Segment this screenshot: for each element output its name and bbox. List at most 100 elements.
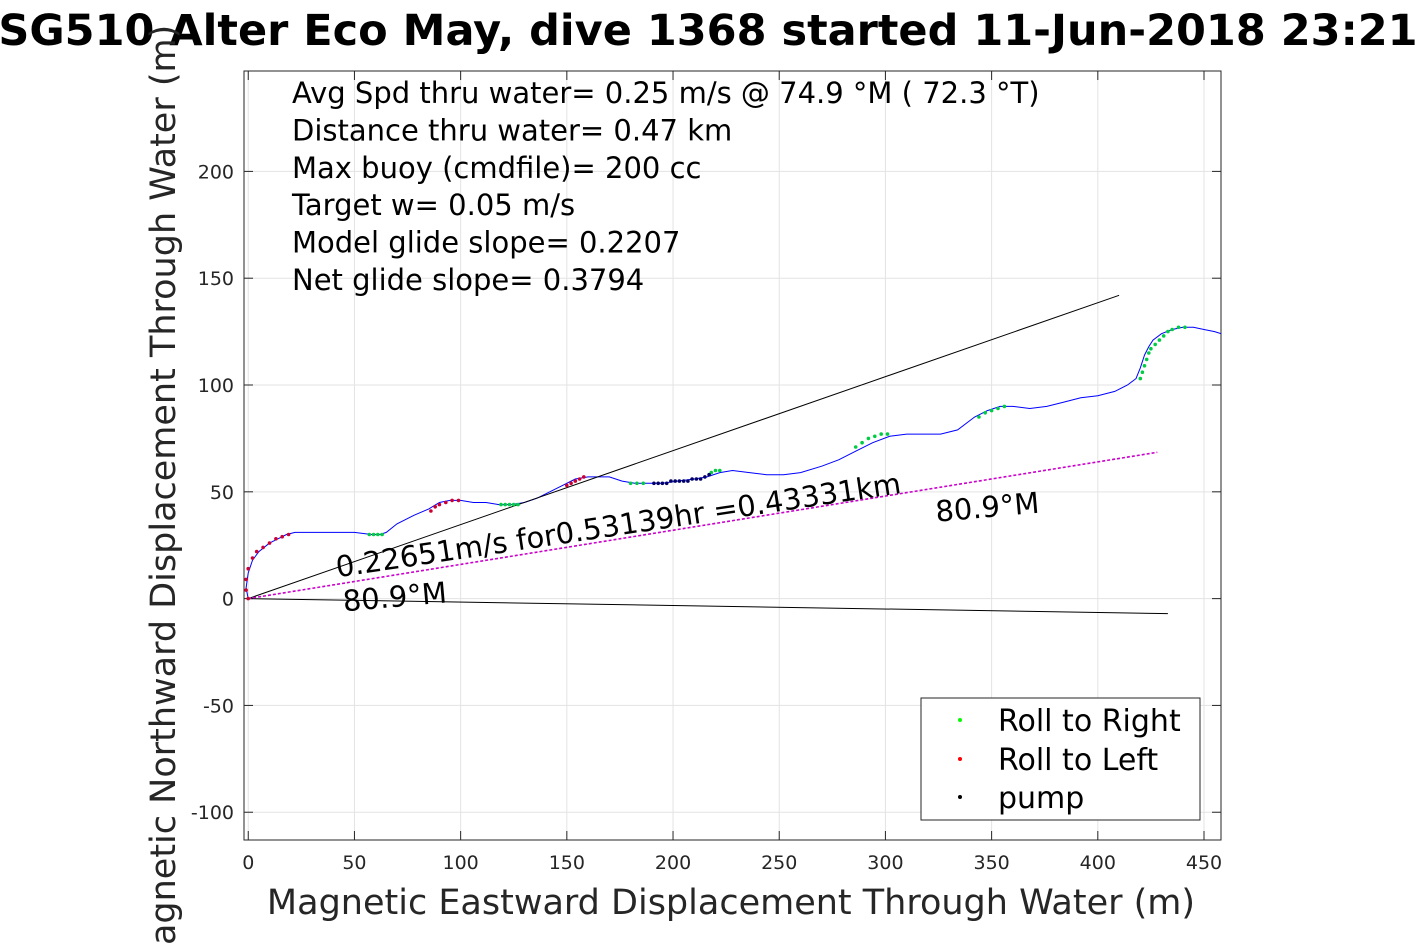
marker-roll-left [444, 500, 448, 505]
axis-ticks [244, 71, 1221, 840]
marker-roll-right [376, 532, 380, 537]
marker-roll-left [246, 596, 250, 601]
marker-roll-left [573, 479, 578, 483]
marker-roll-right [1140, 370, 1145, 375]
x-tick-label: 300 [867, 852, 903, 874]
marker-roll-right [380, 532, 384, 537]
marker-roll-right [860, 440, 864, 445]
x-axis-label: Magnetic Eastward Displacement Through W… [267, 883, 1195, 923]
plot-area-frame [243, 70, 1222, 841]
marker-roll-left [254, 549, 259, 554]
legend: Roll to Right Roll to Left pump [920, 697, 1201, 821]
y-axis-label: Magnetic Northward Displacement Through … [144, 25, 184, 945]
marker-roll-right [507, 502, 512, 507]
marker-roll-right [1157, 338, 1162, 342]
marker-roll-left [261, 545, 265, 550]
marker-roll-right [641, 481, 646, 486]
info-line: Distance thru water= 0.47 km [292, 113, 732, 147]
x-tick-label: 0 [242, 852, 254, 874]
x-tick-label: 100 [443, 852, 479, 874]
marker-roll-right [1147, 351, 1151, 355]
marker-roll-right [713, 468, 718, 473]
x-tick-label: 450 [1186, 852, 1222, 874]
marker-roll-left [429, 509, 433, 513]
marker-roll-left [437, 502, 442, 507]
x-tick-label: 50 [342, 852, 366, 874]
y-tick-label: 0 [222, 589, 234, 611]
marker-roll-left [450, 498, 454, 503]
legend-label-roll-right: Roll to Right [998, 704, 1181, 739]
marker-roll-right [511, 502, 516, 507]
marker-roll-left [244, 588, 248, 592]
marker-roll-right [516, 502, 520, 507]
marker-roll-right [853, 445, 858, 449]
legend-marker-roll-left [958, 757, 962, 761]
marker-roll-left [582, 475, 586, 479]
marker-roll-left [569, 481, 573, 486]
legend-label-roll-left: Roll to Left [998, 743, 1158, 778]
marker-pump [707, 472, 711, 477]
tick-labels: 0 50 100 150 200 250 300 350 400 450 -100 -50 0 50 100… [191, 161, 1222, 874]
marker-roll-right [367, 532, 372, 537]
marker-roll-right [371, 532, 376, 537]
marker-roll-right [1183, 325, 1187, 330]
marker-roll-left [577, 477, 582, 481]
marker-pump [656, 481, 660, 486]
marker-roll-right [1170, 327, 1174, 332]
marker-roll-left [433, 505, 438, 509]
marker-roll-right [866, 436, 871, 441]
data-markers [244, 325, 1187, 601]
marker-roll-right [873, 434, 877, 439]
marker-roll-left [250, 556, 255, 560]
marker-roll-left [244, 577, 248, 582]
marker-roll-right [1153, 342, 1157, 347]
marker-pump [652, 481, 656, 486]
marker-roll-right [983, 411, 987, 415]
marker-roll-left [274, 537, 278, 541]
marker-roll-right [996, 406, 1000, 411]
series-heading-line [248, 294, 1120, 600]
marker-roll-right [503, 502, 508, 507]
legend-marker-roll-right [958, 718, 962, 722]
info-text-block: Avg Spd thru water= 0.25 m/s @ 74.9 °M (… [291, 76, 1040, 297]
info-line: Avg Spd thru water= 0.25 m/s @ 74.9 °M (… [292, 76, 1040, 110]
legend-marker-pump [958, 795, 962, 799]
info-line: Model glide slope= 0.2207 [292, 226, 680, 260]
marker-roll-right [718, 468, 722, 473]
y-tick-label: 150 [198, 268, 234, 290]
marker-roll-right [1166, 329, 1170, 334]
marker-roll-right [885, 432, 890, 436]
marker-pump [660, 481, 665, 486]
marker-roll-left [565, 483, 569, 488]
info-line: Target w= 0.05 m/s [291, 188, 575, 222]
marker-pump [690, 477, 694, 481]
y-tick-label: 100 [198, 375, 234, 397]
y-tick-label: 200 [198, 161, 234, 183]
marker-pump [694, 477, 699, 481]
marker-pump [703, 475, 707, 479]
x-tick-label: 250 [761, 852, 797, 874]
marker-roll-right [635, 481, 639, 486]
x-tick-label: 350 [973, 852, 1009, 874]
y-tick-label: -50 [203, 695, 234, 717]
marker-pump [673, 479, 677, 483]
marker-roll-right [1138, 376, 1143, 381]
marker-pump [686, 479, 690, 483]
x-tick-label: 200 [655, 852, 691, 874]
marker-pump [664, 481, 669, 486]
x-tick-label: 400 [1080, 852, 1116, 874]
series-drift-line [248, 598, 1168, 615]
marker-pump [681, 479, 686, 483]
marker-roll-left [280, 534, 285, 539]
legend-label-pump: pump [998, 781, 1084, 816]
x-tick-label: 150 [549, 852, 585, 874]
series-net-track [248, 451, 1158, 600]
info-line: Net glide slope= 0.3794 [292, 263, 644, 297]
marker-roll-right [1161, 334, 1166, 338]
legend-box [920, 697, 1201, 821]
marker-roll-right [879, 432, 883, 436]
y-tick-label: 50 [210, 482, 234, 504]
marker-roll-left [246, 566, 250, 571]
marker-roll-left [456, 498, 461, 503]
